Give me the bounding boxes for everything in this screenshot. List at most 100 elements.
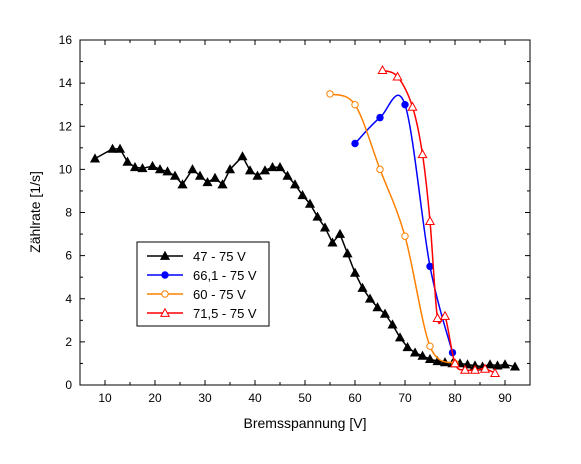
data-point (387, 319, 398, 329)
data-point (114, 143, 126, 153)
data-point (357, 282, 368, 292)
data-point (349, 267, 361, 277)
legend-item: 60 - 75 V (147, 287, 246, 302)
data-point (426, 342, 434, 350)
x-tick-label: 30 (198, 391, 212, 405)
data-point (326, 90, 334, 98)
legend-label: 60 - 75 V (193, 287, 246, 302)
data-point (424, 353, 436, 363)
data-point (187, 164, 198, 174)
legend-marker (161, 290, 169, 298)
data-point (426, 262, 434, 271)
data-point (89, 153, 101, 163)
data-point (439, 310, 451, 320)
data-point (312, 211, 323, 221)
data-point (169, 170, 181, 180)
data-point (137, 163, 148, 173)
data-point (432, 356, 443, 366)
x-tick-label: 20 (148, 391, 162, 405)
x-tick-label: 40 (248, 391, 262, 405)
data-point (129, 161, 141, 172)
data-point (377, 64, 388, 75)
data-point (194, 170, 206, 180)
y-tick-label: 8 (65, 206, 72, 220)
data-point (259, 165, 271, 175)
data-point (267, 161, 278, 172)
data-point (209, 172, 221, 182)
data-point (327, 237, 338, 247)
data-point (244, 165, 256, 175)
y-tick-label: 0 (65, 378, 72, 392)
axis-ticks (80, 39, 530, 386)
axis-tick-labels: 10 20 30 40 50 60 70 80 90 0 2 4 6 8 10 12 14 16 (59, 33, 512, 405)
y-tick-label: 10 (59, 162, 73, 176)
x-axis-title: Bremsspannung [V] (244, 415, 367, 431)
data-point (351, 139, 359, 148)
data-point (282, 170, 293, 180)
x-tick-label: 60 (348, 391, 362, 405)
y-tick-label: 2 (65, 335, 72, 349)
data-point (319, 222, 331, 232)
data-point (147, 160, 158, 171)
series-line (382, 69, 496, 374)
data-point (376, 113, 384, 122)
data-point (217, 179, 228, 189)
data-point (351, 100, 359, 109)
series-layer (89, 64, 521, 378)
data-point (304, 198, 316, 208)
x-tick-label: 70 (398, 391, 412, 405)
data-point (376, 165, 384, 174)
series-4 (377, 64, 501, 378)
data-point (289, 179, 301, 189)
x-tick-label: 80 (448, 391, 462, 405)
series-1 (89, 143, 521, 371)
legend-label: 47 - 75 V (193, 249, 246, 264)
legend-item: 66,1 - 75 V (147, 268, 257, 283)
legend-label: 66,1 - 75 V (193, 268, 257, 283)
data-point (122, 156, 133, 166)
data-point (252, 170, 263, 180)
data-point (379, 308, 391, 318)
data-point (402, 342, 413, 352)
data-point (154, 164, 166, 174)
data-point (392, 71, 403, 81)
data-point (417, 350, 428, 360)
series-line (354, 94, 454, 353)
data-point (394, 332, 406, 342)
y-tick-label: 6 (65, 249, 72, 263)
y-tick-label: 14 (59, 76, 73, 90)
data-point (424, 215, 436, 225)
data-point (509, 361, 521, 371)
series-3 (326, 90, 459, 368)
data-point (449, 358, 461, 368)
data-point (401, 100, 409, 109)
data-point (202, 177, 213, 187)
legend-marker (159, 307, 171, 317)
x-tick-label: 50 (298, 391, 312, 405)
data-point (297, 190, 308, 200)
data-point (409, 347, 421, 357)
data-point (407, 101, 418, 111)
x-tick-label: 10 (98, 391, 112, 405)
y-tick-label: 4 (65, 292, 72, 306)
legend: 47 - 75 V 66,1 - 75 V 60 - 75 V 71,5 - 75 V (136, 241, 270, 327)
data-point (107, 143, 118, 153)
legend-marker (161, 271, 169, 279)
data-point (417, 149, 428, 159)
plot-frame (79, 39, 531, 386)
y-tick-label: 16 (59, 33, 73, 47)
data-point (372, 302, 383, 312)
data-point (334, 228, 346, 238)
legend-label: 71,5 - 75 V (193, 306, 257, 321)
data-point (401, 232, 409, 240)
data-point (469, 364, 481, 374)
data-point (177, 179, 188, 189)
data-point (224, 164, 236, 174)
data-point (489, 367, 501, 378)
data-point (459, 364, 471, 374)
legend-item: 71,5 - 75 V (147, 306, 257, 321)
data-point (342, 248, 353, 258)
data-point (162, 166, 173, 176)
x-tick-label: 90 (498, 391, 512, 405)
y-tick-label: 12 (59, 119, 73, 133)
